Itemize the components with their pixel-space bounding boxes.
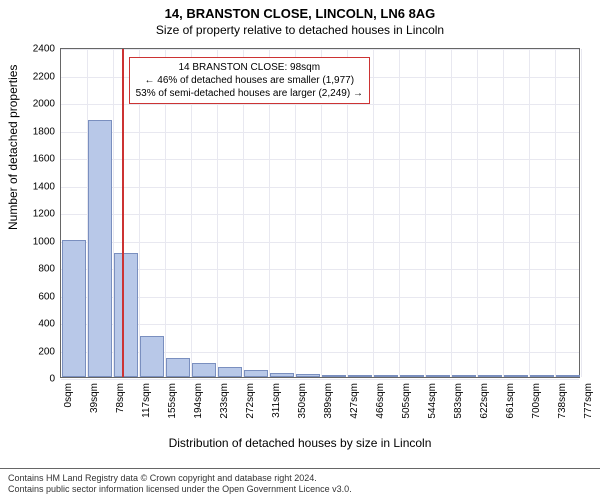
histogram-bar — [218, 367, 241, 377]
gridline-v — [477, 49, 478, 377]
gridline-v — [581, 49, 582, 377]
y-tick-label: 2400 — [21, 44, 55, 55]
annotation-line1: 14 BRANSTON CLOSE: 98sqm — [136, 61, 363, 74]
y-tick-label: 1200 — [21, 209, 55, 220]
x-tick-label: 117sqm — [141, 383, 152, 418]
subtitle: Size of property relative to detached ho… — [0, 23, 600, 37]
histogram-bar — [452, 375, 475, 377]
annotation-line2: ← 46% of detached houses are smaller (1,… — [136, 74, 363, 87]
histogram-bar — [426, 375, 449, 377]
x-tick-label: 661sqm — [505, 383, 516, 419]
x-tick-label: 39sqm — [89, 383, 100, 413]
histogram-bar — [88, 120, 111, 377]
histogram-bar — [62, 240, 85, 378]
annotation-line3: 53% of semi-detached houses are larger (… — [136, 87, 363, 100]
y-tick-label: 1800 — [21, 126, 55, 137]
histogram-bar — [478, 375, 501, 377]
histogram-bar — [348, 375, 371, 377]
histogram-bar — [244, 370, 267, 377]
x-tick-label: 544sqm — [427, 383, 438, 419]
y-tick-label: 1400 — [21, 181, 55, 192]
x-tick-label: 777sqm — [583, 383, 594, 419]
gridline-v — [373, 49, 374, 377]
x-tick-label: 583sqm — [453, 383, 464, 419]
y-tick-label: 2000 — [21, 99, 55, 110]
x-tick-label: 622sqm — [479, 383, 490, 419]
y-tick-label: 1600 — [21, 154, 55, 165]
x-tick-label: 272sqm — [245, 383, 256, 419]
address-title: 14, BRANSTON CLOSE, LINCOLN, LN6 8AG — [0, 6, 600, 21]
x-tick-label: 155sqm — [167, 383, 178, 419]
gridline-v — [425, 49, 426, 377]
chart-area: 0200400600800100012001400160018002000220… — [60, 48, 580, 428]
annotation-box: 14 BRANSTON CLOSE: 98sqm ← 46% of detach… — [129, 57, 370, 104]
x-tick-label: 233sqm — [219, 383, 230, 419]
x-tick-label: 700sqm — [531, 383, 542, 419]
x-tick-label: 738sqm — [557, 383, 568, 419]
x-tick-label: 194sqm — [193, 383, 204, 419]
property-marker-line — [122, 49, 124, 377]
y-tick-label: 800 — [21, 264, 55, 275]
histogram-bar — [296, 374, 319, 377]
histogram-bar — [400, 375, 423, 377]
y-tick-label: 600 — [21, 291, 55, 302]
histogram-bar — [374, 375, 397, 377]
gridline-v — [555, 49, 556, 377]
histogram-bar — [530, 375, 553, 377]
x-tick-label: 466sqm — [375, 383, 386, 419]
x-tick-label: 505sqm — [401, 383, 412, 419]
x-tick-label: 427sqm — [349, 383, 360, 419]
y-tick-label: 1000 — [21, 236, 55, 247]
histogram-bar — [322, 375, 345, 377]
plot-region: 0200400600800100012001400160018002000220… — [60, 48, 580, 378]
histogram-bar — [504, 375, 527, 377]
y-tick-label: 0 — [21, 374, 55, 385]
histogram-bar — [192, 363, 215, 377]
x-tick-label: 0sqm — [63, 383, 74, 407]
gridline-v — [529, 49, 530, 377]
gridline-v — [451, 49, 452, 377]
gridline-v — [503, 49, 504, 377]
gridline-v — [399, 49, 400, 377]
x-tick-label: 350sqm — [297, 383, 308, 419]
x-axis-label: Distribution of detached houses by size … — [0, 436, 600, 450]
x-tick-label: 311sqm — [271, 383, 282, 418]
histogram-bar — [114, 253, 137, 377]
gridline-h — [61, 379, 579, 380]
chart-title-block: 14, BRANSTON CLOSE, LINCOLN, LN6 8AG Siz… — [0, 0, 600, 37]
y-axis-label: Number of detached properties — [6, 65, 20, 230]
histogram-bar — [270, 373, 293, 377]
y-tick-label: 200 — [21, 346, 55, 357]
y-tick-label: 400 — [21, 319, 55, 330]
attribution-footer: Contains HM Land Registry data © Crown c… — [0, 468, 600, 500]
y-tick-label: 2200 — [21, 71, 55, 82]
histogram-bar — [556, 375, 579, 377]
x-tick-label: 389sqm — [323, 383, 334, 419]
x-tick-label: 78sqm — [115, 383, 126, 413]
histogram-bar — [166, 358, 189, 377]
footer-line1: Contains HM Land Registry data © Crown c… — [8, 473, 592, 485]
histogram-bar — [140, 336, 163, 377]
footer-line2: Contains public sector information licen… — [8, 484, 592, 496]
